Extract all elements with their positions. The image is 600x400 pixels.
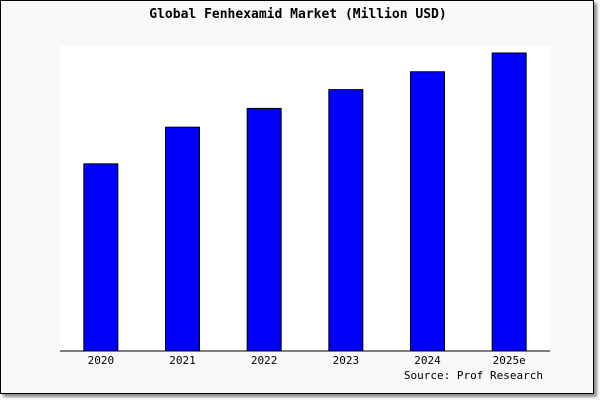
bar-2024 bbox=[410, 71, 445, 352]
x-tick-label: 2024 bbox=[414, 354, 441, 367]
bar-2025e bbox=[491, 52, 527, 352]
x-tick-label: 2023 bbox=[333, 354, 360, 367]
bar-2020 bbox=[83, 163, 119, 352]
bar-2023 bbox=[328, 89, 364, 352]
chart-title: Global Fenhexamid Market (Million USD) bbox=[149, 7, 447, 22]
x-tick-label: 2020 bbox=[88, 354, 115, 367]
bar-2022 bbox=[246, 107, 282, 352]
x-tick-label: 2022 bbox=[251, 354, 278, 367]
x-tick-label: 2025e bbox=[493, 354, 526, 367]
x-tick-label: 2021 bbox=[169, 354, 196, 367]
bar-2021 bbox=[165, 126, 200, 352]
plot-area bbox=[60, 46, 550, 351]
source-note: Source: Prof Research bbox=[403, 369, 543, 382]
